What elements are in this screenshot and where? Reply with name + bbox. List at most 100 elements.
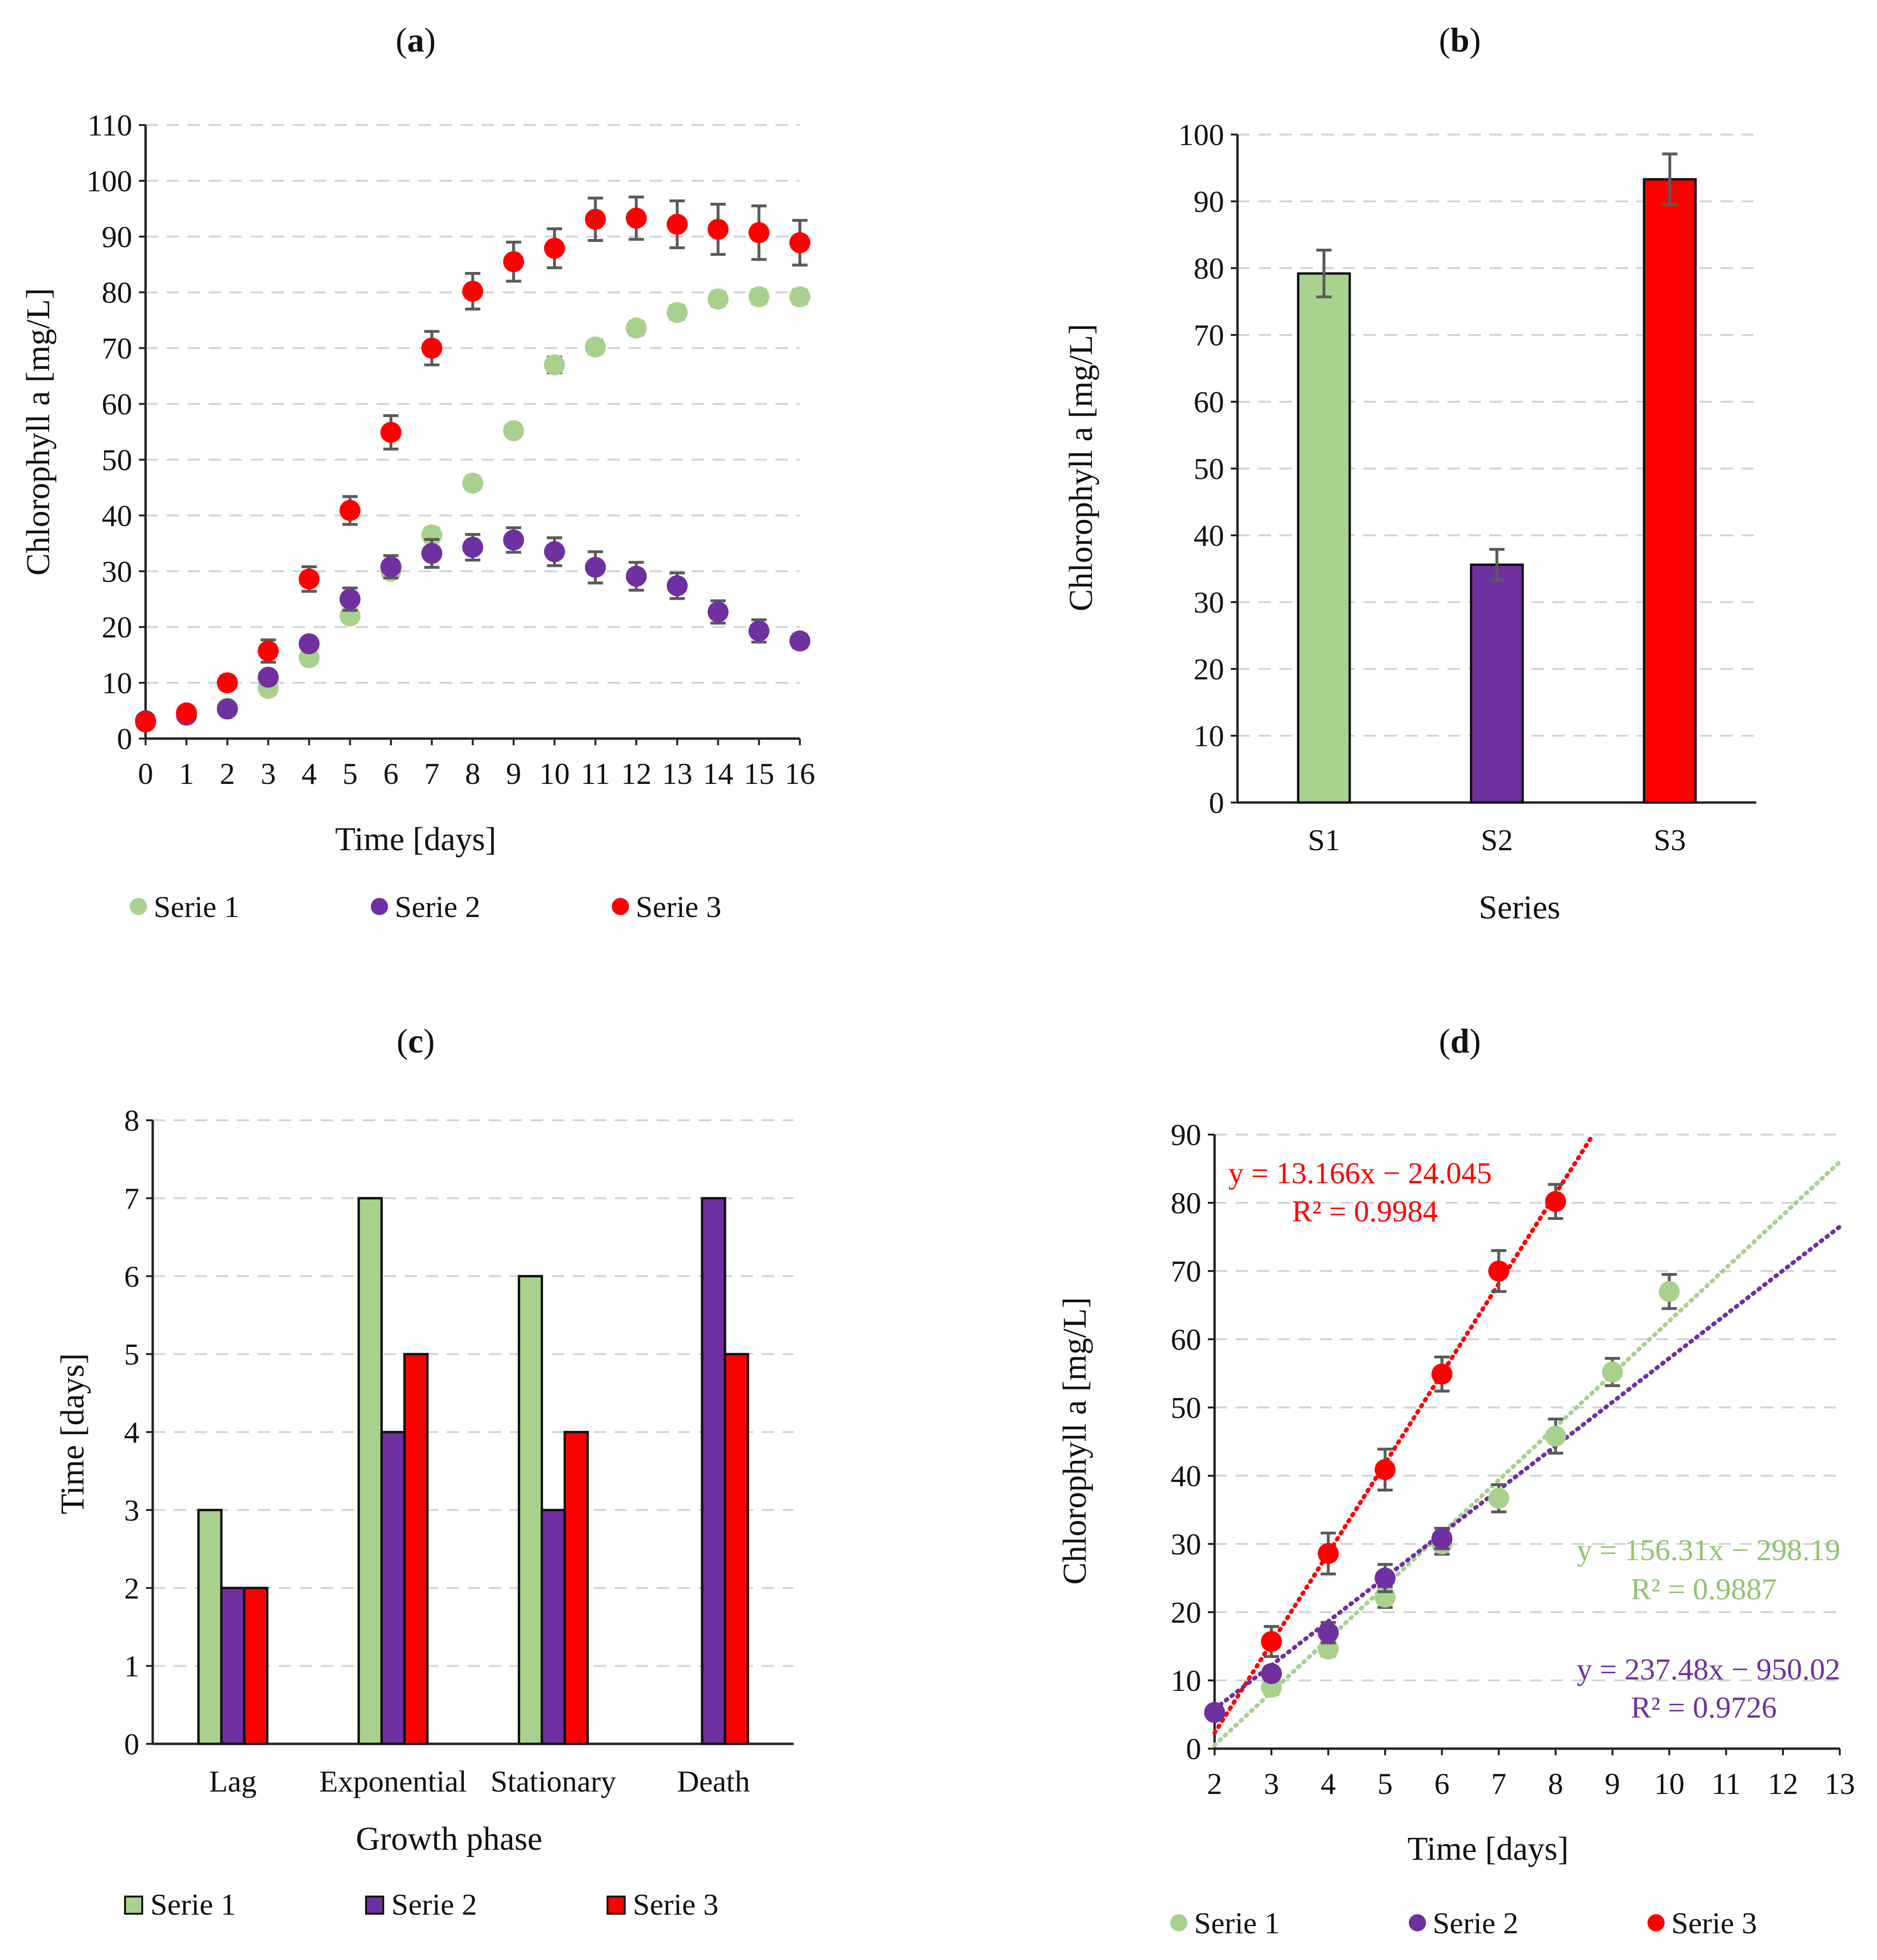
a-serie-2-point <box>462 537 483 558</box>
c-y-tick-label: 6 <box>124 1260 139 1293</box>
panel-c-category-label: Lag <box>209 1764 257 1798</box>
d-y-tick-label: 30 <box>1171 1527 1201 1561</box>
d-y-tick-label: 80 <box>1171 1186 1201 1220</box>
a-y-tick-label: 90 <box>102 220 132 254</box>
a-serie-3-point <box>135 711 156 732</box>
d-serie-2-point <box>1318 1622 1339 1643</box>
legend-a-serie-2-marker <box>371 898 388 915</box>
a-serie-3-point <box>666 214 688 235</box>
a-y-tick-label: 100 <box>86 164 132 198</box>
d-y-tick-label: 90 <box>1171 1118 1201 1152</box>
bar-exponential-serie-3 <box>403 1353 429 1745</box>
a-x-tick-label: 4 <box>302 757 317 791</box>
a-serie-2-point <box>789 630 810 652</box>
bar-lag-serie-3 <box>243 1586 269 1745</box>
bar-exponential-serie-1 <box>357 1197 383 1745</box>
c-y-tick-label: 4 <box>124 1416 139 1449</box>
c-y-tick-label: 3 <box>124 1493 139 1527</box>
c-y-tick-label: 5 <box>124 1337 139 1371</box>
legend-d-serie-2: Serie 2 <box>1433 1906 1519 1940</box>
a-y-tick-label: 10 <box>102 666 132 700</box>
d-serie-1-point <box>1545 1426 1566 1447</box>
a-x-tick-label: 15 <box>744 757 774 791</box>
a-serie-2 <box>135 526 810 731</box>
b-y-tick-label: 20 <box>1194 652 1224 686</box>
d-x-tick-label: 9 <box>1605 1767 1620 1801</box>
a-serie-2-point <box>748 620 770 642</box>
legend-c-serie-3-marker <box>607 1896 626 1915</box>
a-serie-3-point <box>339 500 361 521</box>
panel-b-title-letter: b <box>1450 21 1469 59</box>
a-serie-3-point <box>258 640 279 662</box>
bar-lag-serie-1 <box>197 1509 223 1745</box>
panel-b-chart: (b) 0 10 20 30 40 50 60 70 80 90 100 S1 S2 S3 Series… <box>1063 21 1756 926</box>
a-serie-3-point <box>462 281 483 302</box>
d-x-tick-label: 5 <box>1377 1767 1393 1801</box>
a-serie-3-point <box>748 222 770 243</box>
a-y-tick-label: 60 <box>102 387 132 421</box>
a-serie-2-point <box>298 633 320 655</box>
a-x-tick-label: 7 <box>424 757 440 791</box>
legend-a-serie-3-marker <box>612 898 629 915</box>
a-y-tick-label: 40 <box>102 499 132 532</box>
a-y-tick-label: 20 <box>102 610 132 644</box>
d-serie-3-point <box>1545 1191 1566 1212</box>
r2-serie-1: R² = 0.9887 <box>1631 1572 1777 1606</box>
panel-b-category-label: S3 <box>1654 823 1686 857</box>
a-serie-3-point <box>707 219 729 240</box>
a-serie-1-point <box>544 354 565 375</box>
a-x-tick-label: 2 <box>220 757 235 791</box>
a-serie-1-point <box>748 286 770 308</box>
bar-death-serie-2 <box>701 1197 726 1745</box>
a-x-tick-label: 1 <box>179 757 194 791</box>
panel-c-chart: (c) 0 1 2 3 4 5 6 7 8 Lag Exponential Stationary De… <box>54 1022 794 1921</box>
d-y-tick-label: 40 <box>1171 1459 1201 1493</box>
d-x-tick-label: 4 <box>1321 1767 1336 1801</box>
bar-exponential-serie-2 <box>380 1431 406 1745</box>
legend-c-serie-2: Serie 2 <box>391 1887 477 1921</box>
d-serie-2 <box>1204 1527 1453 1723</box>
b-y-tick-label: 40 <box>1194 519 1224 553</box>
a-serie-3-point <box>585 209 606 230</box>
bar-s3 <box>1643 178 1697 804</box>
d-serie-3-point <box>1431 1363 1453 1385</box>
d-serie-3-point <box>1488 1261 1510 1282</box>
a-y-tick-label: 30 <box>102 554 132 588</box>
d-y-tick-label: 70 <box>1171 1254 1201 1288</box>
panel-a-x-label: Time [days] <box>335 821 496 858</box>
a-x-tick-label: 10 <box>539 757 570 791</box>
a-serie-3-point <box>176 702 197 724</box>
a-serie-3-point <box>217 672 238 694</box>
bar-stationary-serie-2 <box>540 1509 566 1745</box>
a-x-tick-label: 5 <box>342 757 357 791</box>
a-x-tick-label: 13 <box>662 757 692 791</box>
panel-c-category-label: Exponential <box>319 1764 467 1798</box>
b-y-tick-label: 30 <box>1194 585 1224 619</box>
d-y-tick-label: 10 <box>1171 1664 1201 1698</box>
d-x-tick-label: 11 <box>1711 1767 1741 1801</box>
c-y-tick-label: 1 <box>124 1649 139 1683</box>
panel-c-title-letter: c <box>408 1022 423 1060</box>
panel-c-x-label: Growth phase <box>356 1821 543 1857</box>
r2-serie-2: R² = 0.9726 <box>1631 1690 1777 1724</box>
panel-b-x-label: Series <box>1479 889 1560 926</box>
legend-a-serie-1-marker <box>130 898 147 915</box>
panel-b-category-label: S1 <box>1308 823 1340 857</box>
legend-d-serie-1: Serie 1 <box>1194 1906 1280 1940</box>
a-serie-2-point <box>380 556 402 577</box>
equation-serie-3: y = 13.166x − 24.045 <box>1228 1156 1492 1190</box>
panel-c-category-label: Stationary <box>491 1764 616 1798</box>
a-serie-3-point <box>544 238 565 259</box>
d-serie-3 <box>1261 1183 1566 1658</box>
c-y-tick-label: 8 <box>124 1104 139 1137</box>
a-x-tick-label: 8 <box>465 757 481 791</box>
b-y-tick-label: 80 <box>1194 251 1224 285</box>
a-serie-2-point <box>503 529 524 551</box>
panel-d-title-letter: d <box>1450 1022 1469 1060</box>
d-x-tick-label: 3 <box>1264 1767 1279 1801</box>
bar-stationary-serie-3 <box>563 1431 589 1745</box>
d-serie-3-point <box>1318 1543 1339 1564</box>
a-serie-1 <box>135 286 810 732</box>
a-serie-2-point <box>421 542 442 564</box>
a-serie-2-point <box>339 588 361 610</box>
